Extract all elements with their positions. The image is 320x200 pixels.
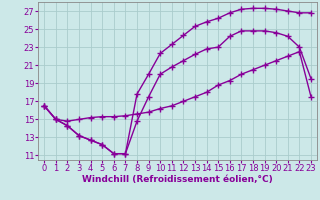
X-axis label: Windchill (Refroidissement éolien,°C): Windchill (Refroidissement éolien,°C) — [82, 175, 273, 184]
